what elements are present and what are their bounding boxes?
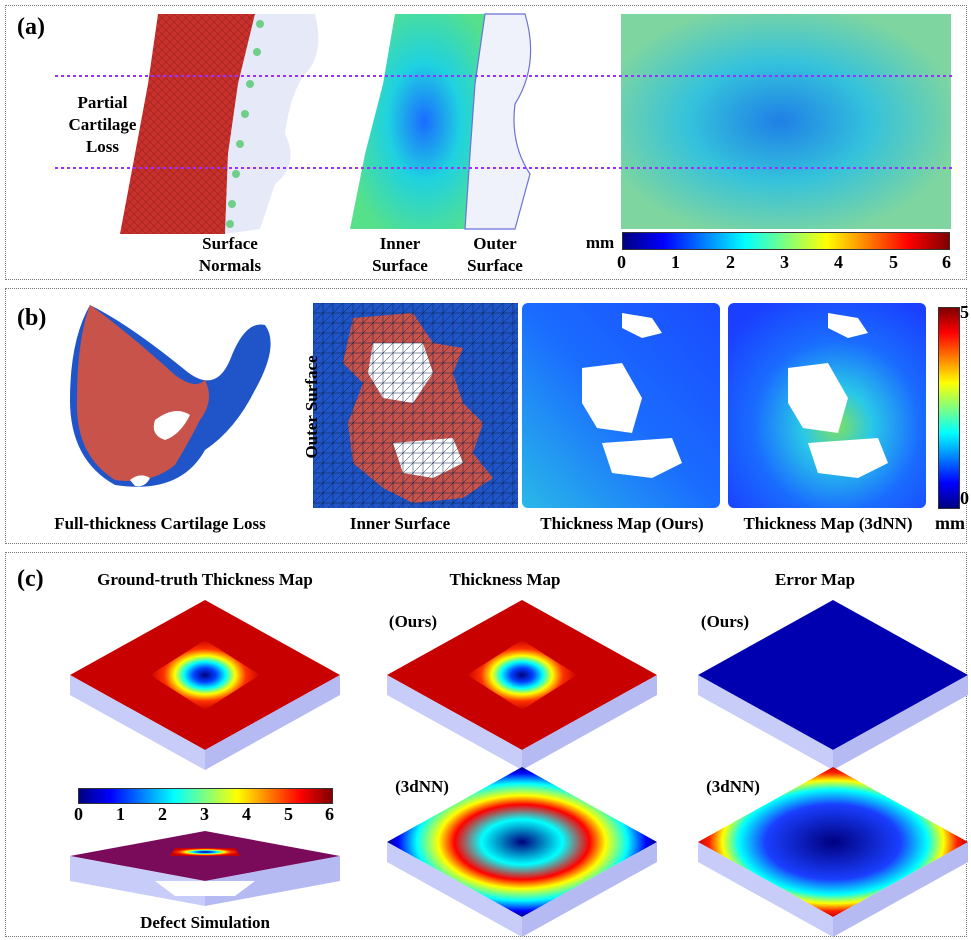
colorbar-c-tick-6: 6	[325, 804, 334, 824]
gt-title: Ground-truth Thickness Map	[97, 570, 313, 589]
gt-slab	[70, 600, 340, 770]
defect-simulation	[70, 831, 340, 906]
panel-a-label: (a)	[17, 14, 45, 40]
thickness-map-ours-b	[522, 303, 720, 508]
inner-surface-label-b: Inner Surface	[349, 514, 451, 533]
colorbar-a-unit: mm	[585, 233, 615, 252]
colorbar-a-tick-6: 6	[942, 252, 951, 272]
panel-b-label: (b)	[17, 305, 47, 331]
ours-error-slab	[698, 600, 968, 770]
surface-normals-label: Surface Normals	[198, 234, 262, 275]
full-loss-label: Full-thickness Cartilage Loss	[54, 514, 266, 533]
colorbar-c-ticks: 0 1 2 3 4 5 6	[74, 804, 334, 826]
nn-label-thickness: (3dNN)	[395, 777, 449, 796]
thickness-3dnn-label-b: Thickness Map (3dNN)	[743, 514, 913, 533]
colorbar-c-tick-2: 2	[158, 804, 167, 824]
colorbar-b	[938, 307, 960, 509]
thickness-title: Thickness Map	[449, 570, 561, 589]
colorbar-a-tick-4: 4	[834, 252, 843, 272]
surface-normals-mesh	[120, 14, 319, 234]
ours-label-thickness: (Ours)	[388, 612, 438, 631]
panel-c	[5, 552, 967, 937]
nn-thickness-slab	[387, 767, 657, 937]
colorbar-a-tick-2: 2	[726, 252, 735, 272]
colorbar-a-tick-5: 5	[889, 252, 898, 272]
panel-b	[5, 288, 967, 544]
error-title: Error Map	[774, 570, 856, 589]
colorbar-b-min: 0	[960, 488, 969, 508]
nn-label-error: (3dNN)	[706, 777, 760, 796]
colorbar-a-tick-0: 0	[617, 252, 626, 272]
full-thickness-mesh	[70, 305, 271, 487]
partial-loss-label: Partial Cartilage Loss	[68, 93, 137, 156]
panel-c-label: (c)	[17, 566, 44, 592]
guide-lines	[55, 75, 955, 169]
colorbar-a	[622, 232, 950, 250]
inner-outer-mesh	[350, 13, 532, 230]
nn-error-slab	[698, 767, 968, 937]
defect-label: Defect Simulation	[140, 913, 270, 932]
thickness-map-3dnn-b	[728, 303, 926, 508]
thickness-ours-label-b: Thickness Map (Ours)	[540, 514, 704, 533]
colorbar-c-tick-3: 3	[200, 804, 209, 824]
colorbar-c-tick-4: 4	[242, 804, 251, 824]
inner-outer-mesh-b	[313, 303, 518, 508]
colorbar-c	[78, 788, 333, 804]
colorbar-c-tick-0: 0	[74, 804, 83, 824]
colorbar-b-max: 5	[960, 302, 969, 322]
colorbar-b-unit: mm	[935, 513, 965, 533]
colorbar-a-tick-3: 3	[780, 252, 789, 272]
colorbar-a-ticks: 0 1 2 3 4 5 6	[617, 252, 951, 274]
outer-surface-label-b: Outer Surface	[302, 355, 321, 459]
outer-surface-label: Outer Surface	[467, 234, 523, 275]
ours-thickness-slab	[387, 600, 657, 770]
ours-label-error: (Ours)	[700, 612, 750, 631]
colorbar-c-tick-1: 1	[116, 804, 125, 824]
panel-a	[5, 5, 967, 280]
inner-surface-label: Inner Surface	[372, 234, 428, 275]
thickness-map-a	[621, 14, 951, 229]
colorbar-c-tick-5: 5	[284, 804, 293, 824]
colorbar-a-tick-1: 1	[671, 252, 680, 272]
